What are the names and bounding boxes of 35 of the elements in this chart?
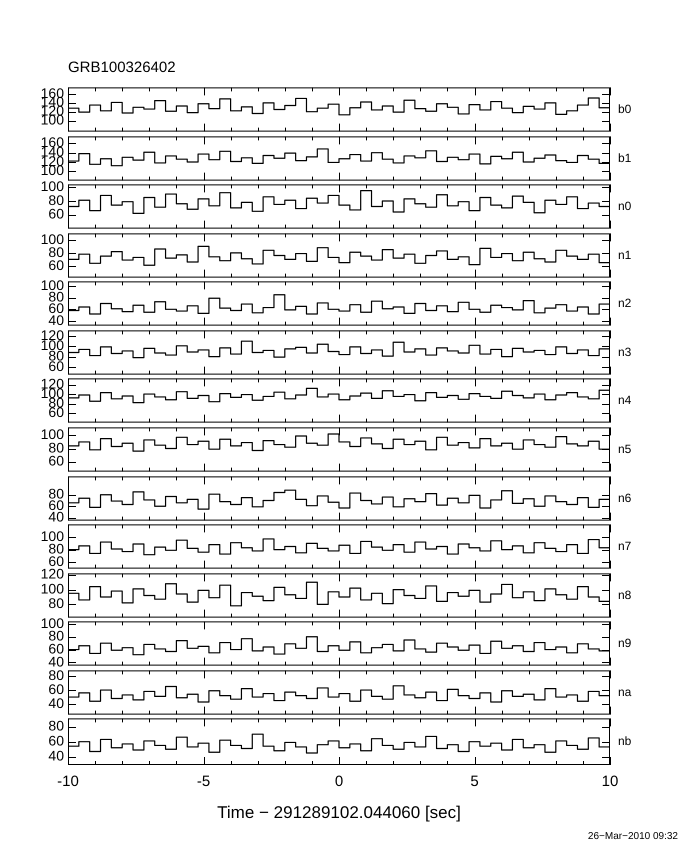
- legend-label: n9: [618, 636, 632, 650]
- y-tick-label: 100: [40, 580, 64, 596]
- x-tick-label: -10: [57, 774, 79, 791]
- x-tick-label: -5: [196, 774, 210, 791]
- legend-label: n4: [618, 393, 632, 408]
- y-tick-label: 40: [48, 748, 64, 764]
- text: 26−Mar−2010 09:32: [588, 831, 678, 842]
- x-tick-label: 10: [602, 774, 618, 791]
- legend-label: na: [618, 684, 632, 699]
- y-tick-label: 60: [48, 732, 64, 749]
- y-tick-label: 60: [48, 452, 64, 469]
- legend-label: n3: [618, 344, 632, 359]
- legend-label: b1: [618, 150, 632, 164]
- y-tick-label: 60: [48, 206, 64, 222]
- y-tick-label: 40: [48, 694, 64, 711]
- x-tick-label: 5: [470, 774, 479, 791]
- legend-label: n5: [618, 442, 632, 456]
- legend-label: n6: [618, 490, 632, 504]
- legend-label: n7: [618, 538, 632, 553]
- legend-label: n1: [618, 248, 632, 262]
- y-tick-label: 80: [48, 192, 64, 208]
- y-tick-label: 80: [48, 718, 64, 734]
- legend-label: n8: [618, 588, 632, 602]
- legend-label: n2: [618, 296, 632, 310]
- y-tick-label: 100: [40, 178, 64, 194]
- y-tick-label: 40: [48, 312, 64, 328]
- y-tick-label: 80: [48, 485, 64, 502]
- x-tick-label: 0: [334, 774, 344, 791]
- legend-label: b0: [618, 102, 632, 116]
- y-tick-label: 80: [48, 594, 64, 611]
- x-axis-title: Time − 291289102.044060 [sec]: [216, 803, 462, 824]
- legend-label: nb: [618, 734, 632, 748]
- chart-title: GRB100326402: [68, 59, 176, 76]
- y-tick-label: 60: [48, 680, 64, 697]
- legend-label: n0: [618, 198, 632, 213]
